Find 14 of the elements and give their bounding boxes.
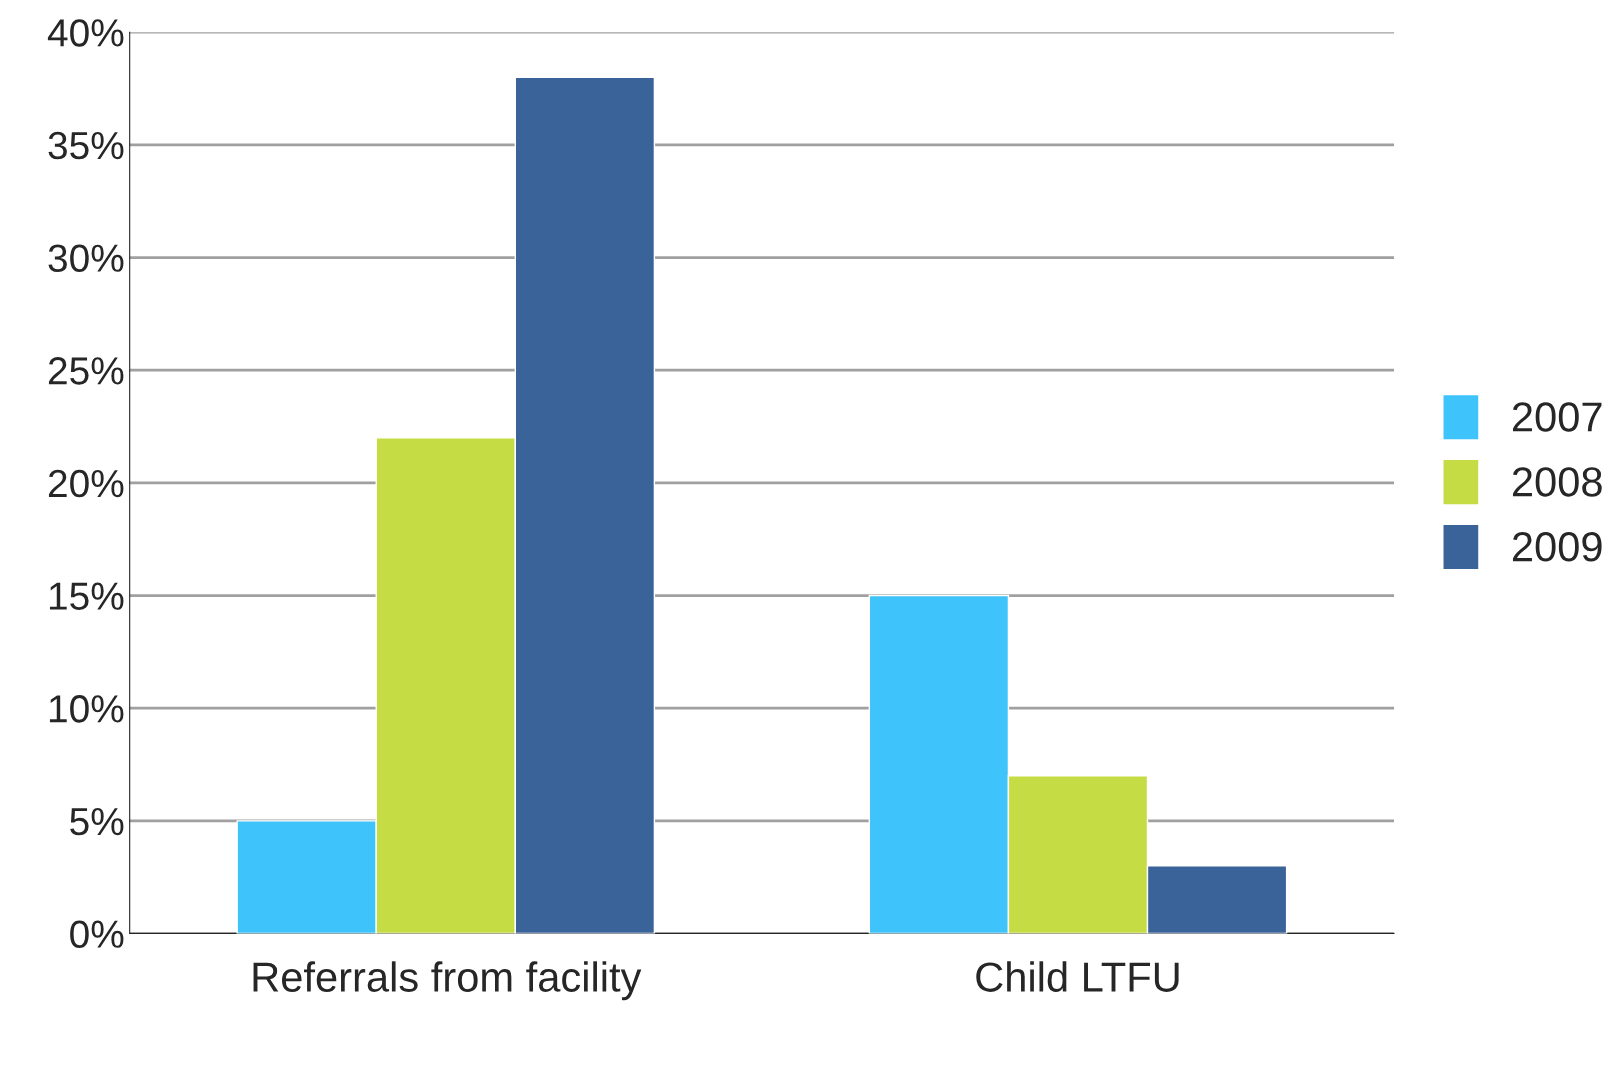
x-tick-label: Referrals from facility: [253, 961, 642, 1001]
x-tick-label: Child LTFU: [976, 961, 1179, 992]
y-tick-label: 25%: [48, 357, 124, 385]
y-tick-label: 35%: [48, 131, 124, 160]
y-tick-label: 10%: [49, 695, 124, 723]
y-tick-label: 20%: [48, 469, 124, 498]
y-tick-label: 0%: [70, 920, 124, 948]
y-tick-label: 5%: [70, 807, 124, 836]
legend-label: 2009: [1512, 532, 1602, 562]
y-tick-label: 40%: [47, 19, 124, 47]
legend-label: 2008: [1512, 467, 1602, 497]
y-tick-label: 30%: [48, 244, 124, 272]
legend-label: 2007: [1512, 402, 1602, 432]
y-tick-label: 15%: [49, 582, 124, 610]
